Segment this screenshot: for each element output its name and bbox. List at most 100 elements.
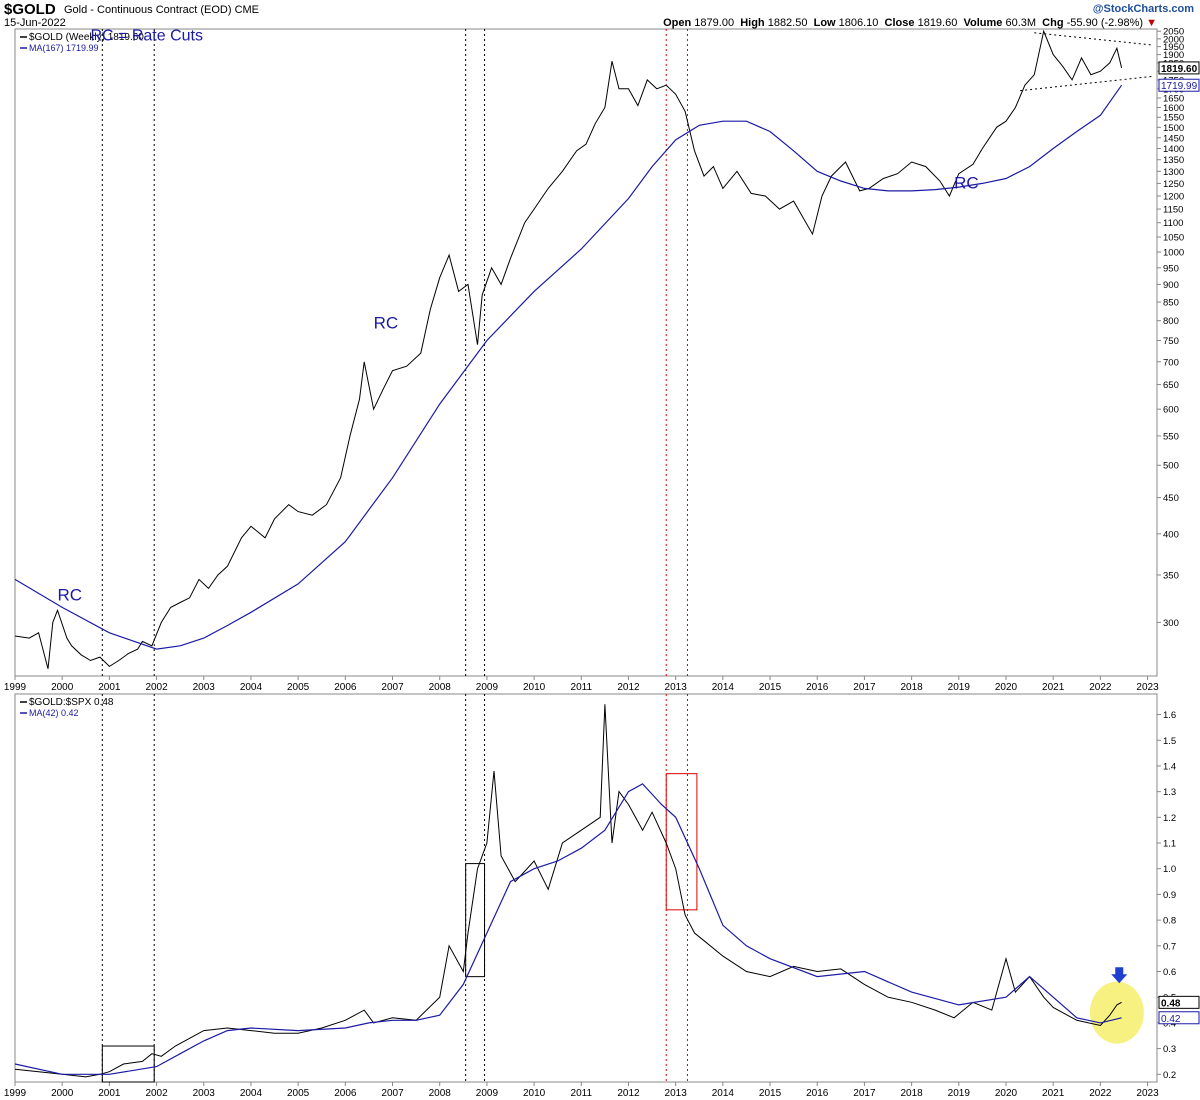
xtick-label: 2004 bbox=[240, 1088, 263, 1099]
rc-annotation: RC bbox=[374, 313, 399, 332]
ytick-label: 1050 bbox=[1163, 233, 1184, 244]
ytick-label: 700 bbox=[1163, 357, 1179, 368]
xtick-label: 2018 bbox=[900, 682, 923, 693]
ma-value: 0.42 bbox=[1161, 1014, 1181, 1025]
ytick-label: 1300 bbox=[1163, 167, 1184, 178]
ytick-label: 400 bbox=[1163, 529, 1179, 540]
xtick-label: 2002 bbox=[145, 682, 168, 693]
xtick-label: 2010 bbox=[523, 682, 546, 693]
symbol-label: $GOLD bbox=[4, 1, 56, 18]
xtick-label: 2009 bbox=[476, 682, 499, 693]
ytick-label: 0.8 bbox=[1163, 916, 1176, 927]
ytick-label: 2050 bbox=[1163, 27, 1184, 38]
brand-text: @StockCharts.com bbox=[1092, 3, 1194, 15]
close-label: Close bbox=[884, 17, 915, 29]
annotation-box bbox=[101, 1045, 155, 1083]
moving-average-line bbox=[14, 84, 1123, 650]
xtick-label: 2006 bbox=[334, 682, 357, 693]
chg-down-icon: ▼ bbox=[1146, 17, 1157, 29]
xtick-label: 2005 bbox=[287, 682, 310, 693]
ytick-label: 1.1 bbox=[1163, 839, 1176, 850]
xtick-label: 2003 bbox=[193, 682, 216, 693]
ytick-label: 600 bbox=[1163, 405, 1179, 416]
last-price-value: 1819.60 bbox=[1161, 64, 1198, 75]
ytick-label: 1150 bbox=[1163, 205, 1183, 216]
legend-ma: MA(167) 1719.99 bbox=[29, 43, 99, 53]
ytick-label: 550 bbox=[1163, 431, 1179, 442]
ytick-label: 1250 bbox=[1163, 179, 1184, 190]
high-label: High bbox=[740, 17, 765, 29]
xtick-label: 2002 bbox=[145, 1088, 168, 1099]
volume-label: Volume bbox=[963, 17, 1003, 29]
ytick-label: 0.2 bbox=[1163, 1070, 1176, 1081]
upper-trendline bbox=[1034, 32, 1153, 46]
last-price-tag bbox=[1158, 995, 1200, 1009]
xtick-label: 2008 bbox=[429, 682, 452, 693]
xtick-label: 2015 bbox=[759, 1088, 782, 1099]
xtick-label: 2007 bbox=[381, 1088, 404, 1099]
down-arrow-icon bbox=[1111, 967, 1128, 984]
plot-frame-0 bbox=[14, 28, 1158, 677]
ma-tag bbox=[1158, 78, 1200, 92]
last-price-tag bbox=[1158, 61, 1200, 75]
annotation-box bbox=[465, 863, 486, 978]
xtick-label: 2001 bbox=[98, 1088, 121, 1099]
ma-value: 1719.99 bbox=[1161, 81, 1198, 92]
ytick-label: 1400 bbox=[1163, 144, 1184, 155]
xtick-label: 2003 bbox=[193, 1088, 216, 1099]
rc-annotation: RC bbox=[954, 173, 979, 192]
xtick-label: 2011 bbox=[571, 1088, 593, 1099]
xtick-label: 2012 bbox=[617, 1088, 640, 1099]
ytick-label: 1.0 bbox=[1163, 864, 1176, 875]
rate-cuts-legend: RC = Rate Cuts bbox=[91, 27, 203, 44]
chg-label: Chg bbox=[1042, 17, 1064, 29]
price-line bbox=[14, 29, 1123, 669]
xtick-label: 2000 bbox=[51, 682, 74, 693]
xtick-label: 2008 bbox=[429, 1088, 452, 1099]
xtick-label: 2012 bbox=[617, 682, 640, 693]
ytick-label: 1900 bbox=[1163, 50, 1184, 61]
xtick-label: 2017 bbox=[853, 682, 876, 693]
xtick-label: 2023 bbox=[1136, 682, 1159, 693]
ytick-label: 950 bbox=[1163, 263, 1179, 274]
xtick-label: 2023 bbox=[1136, 1088, 1159, 1099]
xtick-label: 2005 bbox=[287, 1088, 310, 1099]
xtick-label: 2021 bbox=[1042, 1088, 1065, 1099]
close-value: 1819.60 bbox=[917, 17, 958, 29]
exchange-text: CME bbox=[234, 4, 260, 16]
xtick-label: 2013 bbox=[665, 682, 688, 693]
xtick-label: 2022 bbox=[1089, 1088, 1112, 1099]
volume-value: 60.3M bbox=[1005, 17, 1037, 29]
open-label: Open bbox=[663, 17, 692, 29]
xtick-label: 2020 bbox=[995, 682, 1018, 693]
highlight-ellipse bbox=[1089, 981, 1144, 1044]
ytick-label: 300 bbox=[1163, 618, 1179, 629]
ytick-label: 1100 bbox=[1163, 218, 1183, 229]
xtick-label: 2009 bbox=[476, 1088, 499, 1099]
ytick-label: 850 bbox=[1163, 298, 1179, 309]
xtick-label: 2019 bbox=[948, 682, 971, 693]
ytick-label: 1000 bbox=[1163, 248, 1184, 259]
xtick-label: 2016 bbox=[806, 1088, 829, 1099]
xtick-label: 2011 bbox=[571, 682, 593, 693]
xtick-label: 2001 bbox=[98, 682, 121, 693]
xtick-label: 2022 bbox=[1089, 682, 1112, 693]
ytick-label: 900 bbox=[1163, 280, 1179, 291]
ohlc-readout: Open 1879.00 High 1882.50 Low 1806.10 Cl… bbox=[663, 17, 1157, 29]
ytick-label: 500 bbox=[1163, 461, 1179, 472]
xtick-label: 2014 bbox=[712, 1088, 735, 1099]
stockcharts-logo[interactable]: @StockCharts.com bbox=[1093, 3, 1194, 15]
legend-ma: MA(42) 0.42 bbox=[29, 708, 79, 718]
low-value: 1806.10 bbox=[838, 17, 879, 29]
ytick-label: 0.3 bbox=[1163, 1044, 1176, 1055]
ma-tag bbox=[1158, 1011, 1200, 1025]
chart-date: 15-Jun-2022 bbox=[4, 17, 66, 29]
plot-frame-1 bbox=[14, 693, 1158, 1083]
ytick-label: 0.6 bbox=[1163, 967, 1176, 978]
ytick-label: 650 bbox=[1163, 380, 1179, 391]
xtick-label: 2014 bbox=[712, 682, 735, 693]
xtick-label: 2004 bbox=[240, 682, 263, 693]
ytick-label: 750 bbox=[1163, 336, 1179, 347]
